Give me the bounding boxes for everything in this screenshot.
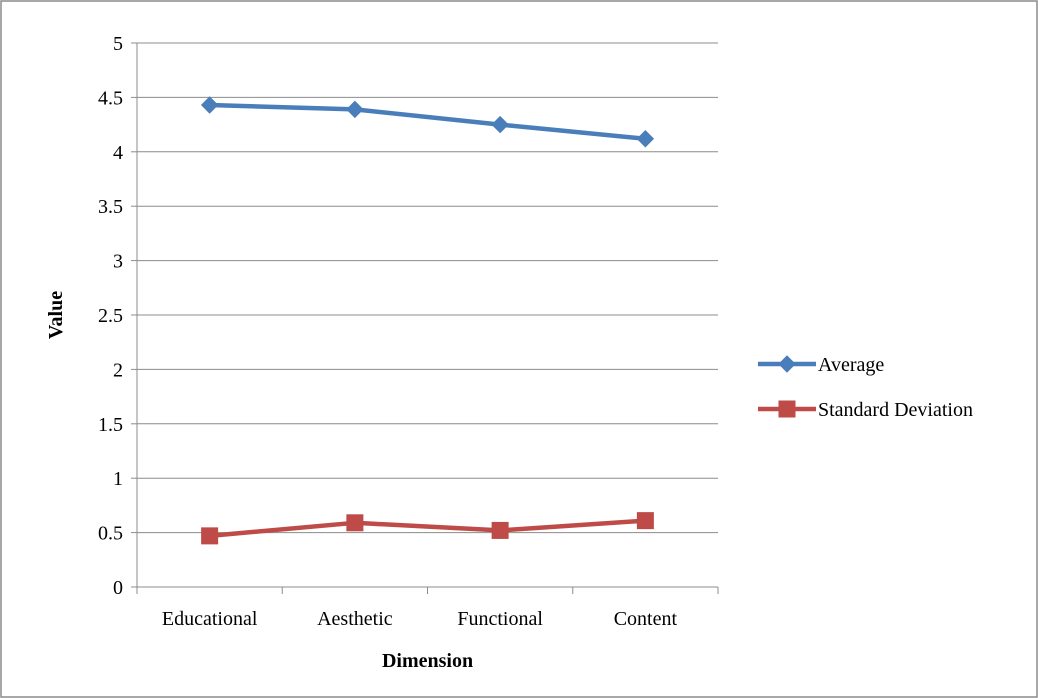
y-tick-label: 4.5 [98, 87, 123, 109]
y-tick-label: 5 [113, 33, 123, 55]
y-tick-label: 0.5 [98, 523, 123, 545]
y-tick-label: 4 [113, 142, 123, 164]
legend-label-standard-deviation: Standard Deviation [818, 399, 973, 421]
standard-deviation-point [636, 512, 654, 530]
y-axis-title: Value [45, 291, 67, 339]
standard-deviation-point [346, 514, 364, 532]
legend: Average Standard Deviation [758, 354, 973, 421]
series-lines [207, 102, 648, 539]
gridlines [137, 42, 718, 534]
y-tick-label: 2 [113, 359, 123, 381]
y-tick-label: 1 [113, 468, 123, 490]
axes [131, 42, 719, 594]
average-point [636, 130, 655, 148]
standard-deviation-point [491, 521, 509, 539]
series-markers [200, 96, 655, 545]
y-tick-label: 1.5 [98, 414, 123, 436]
x-tick-label: Educational [162, 608, 258, 630]
legend-label-average: Average [818, 354, 884, 376]
y-tick-label: 3.5 [98, 196, 123, 218]
legend-marker-standard-deviation [778, 400, 796, 418]
average-point [491, 115, 509, 134]
x-tick-labels: Educational Aesthetic Functional Content [162, 608, 678, 630]
y-tick-labels: 0 0.5 1 1.5 2 2.5 3 3.5 4 4.5 5 [98, 33, 123, 599]
x-tick-label: Functional [457, 608, 543, 630]
y-tick-label: 0 [113, 577, 123, 599]
standard-deviation-point [201, 527, 219, 545]
series-line-average [207, 102, 648, 141]
x-axis-title: Dimension [382, 650, 473, 672]
x-tick-label: Content [614, 608, 678, 630]
y-tick-label: 2.5 [98, 305, 123, 327]
y-tick-label: 3 [113, 251, 123, 273]
average-point [200, 96, 219, 114]
x-tick-label: Aesthetic [317, 608, 393, 630]
series-line-standard-deviation [207, 518, 648, 539]
average-point [346, 100, 364, 119]
legend-marker-average [778, 355, 796, 373]
